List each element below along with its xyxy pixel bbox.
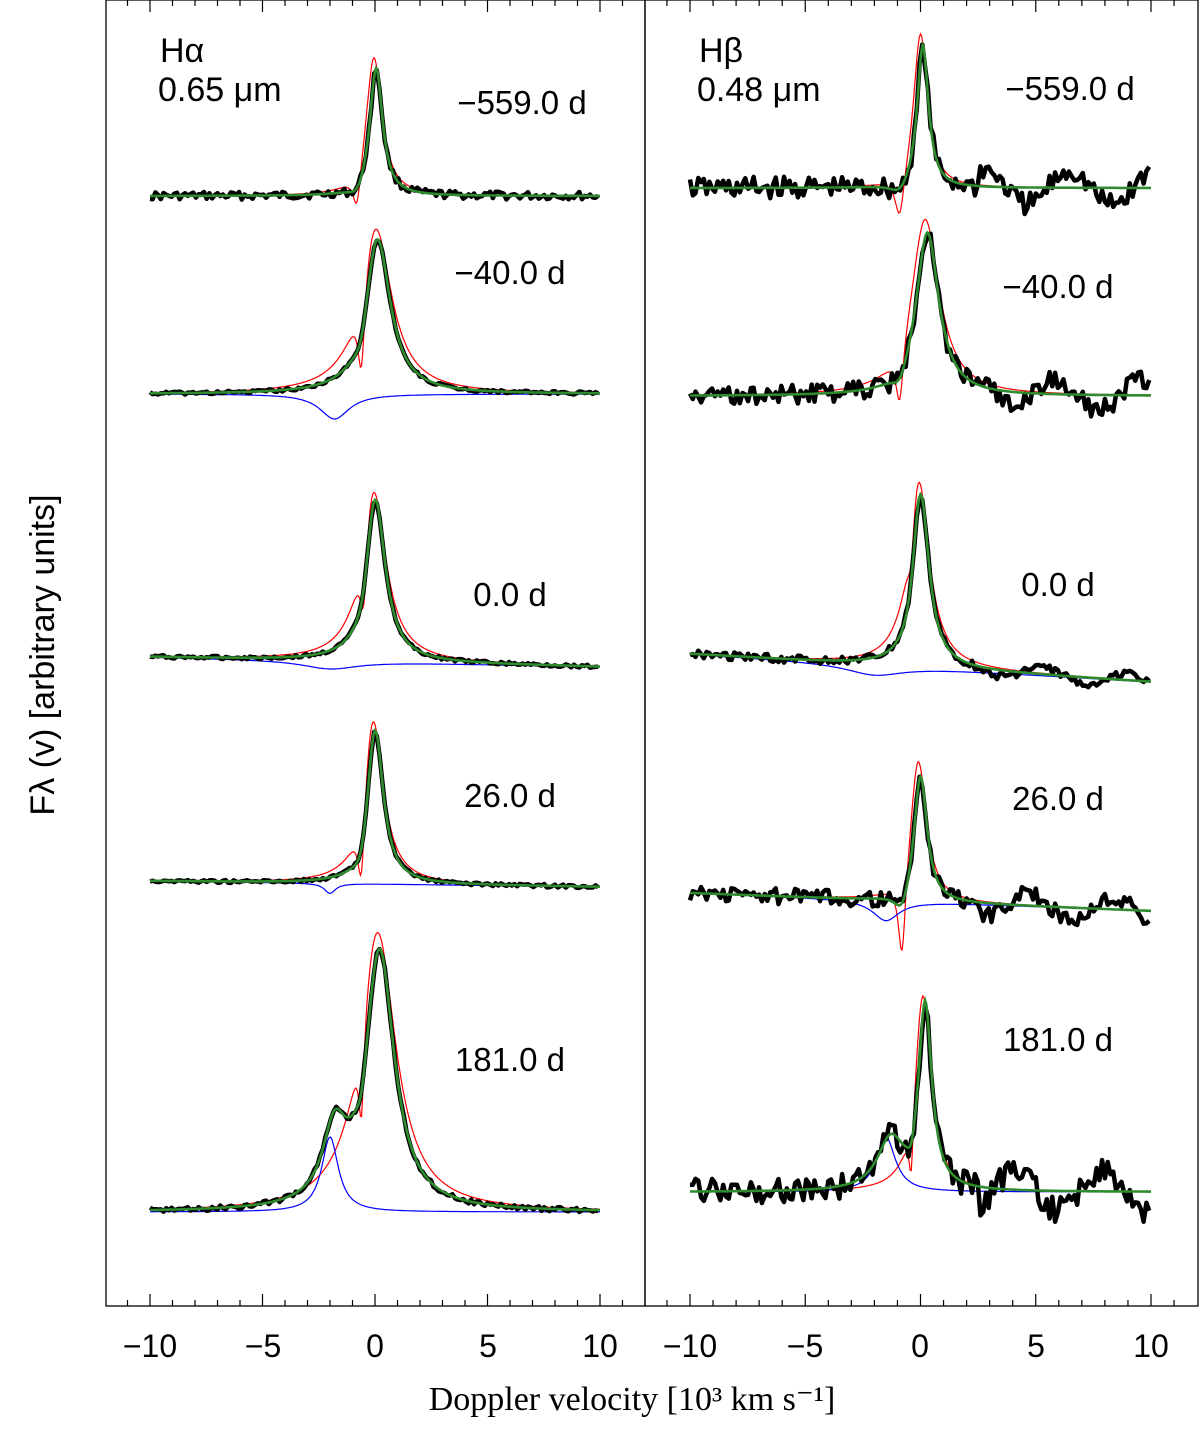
x-tick-label: 10	[1133, 1328, 1169, 1364]
y-axis-title: Fλ (v) [arbitrary units]	[24, 494, 62, 815]
panel-left-wavelength: 0.65 μm	[158, 71, 282, 109]
spectra	[148, 32, 1152, 1225]
epoch-label: 0.0 d	[473, 576, 546, 613]
epoch-label: 181.0 d	[455, 1041, 565, 1078]
x-tick-label: 5	[479, 1328, 497, 1364]
epoch-label: 181.0 d	[1003, 1021, 1113, 1058]
panel-right-line-name: Hβ	[699, 32, 743, 70]
x-tick-label: −10	[663, 1328, 717, 1364]
hbeta-epoch-3-fit	[690, 491, 1152, 683]
x-tick-label: 0	[366, 1328, 384, 1364]
halpha-epoch-2-fit	[150, 238, 600, 395]
halpha-epoch-1-fit	[150, 65, 600, 198]
panel-right-wavelength: 0.48 μm	[697, 71, 821, 109]
x-tick-label: 5	[1027, 1328, 1045, 1364]
epoch-label: −559.0 d	[457, 84, 586, 121]
hbeta-epoch-1-fit	[690, 40, 1151, 192]
epoch-label: 0.0 d	[1021, 566, 1094, 603]
hbeta-epoch-5-fit	[690, 996, 1151, 1193]
x-tick-label: −5	[245, 1328, 281, 1364]
halpha-epoch-4-fit	[150, 727, 600, 888]
halpha-epoch-5-fit	[150, 947, 600, 1212]
epoch-label: −40.0 d	[454, 254, 565, 291]
epoch-label: 26.0 d	[464, 777, 556, 814]
halpha-epoch-3-fit	[150, 498, 600, 668]
x-axis-title: Doppler velocity [10³ km s⁻¹]	[429, 1381, 836, 1418]
epoch-label: −40.0 d	[1002, 268, 1113, 305]
x-axis-ticks	[126, 0, 1175, 1306]
epoch-label: −559.0 d	[1005, 70, 1134, 107]
hbeta-epoch-2-fit	[690, 230, 1151, 397]
panel-frame-right	[644, 0, 1199, 1307]
epoch-label: 26.0 d	[1012, 780, 1104, 817]
x-tick-label: −5	[787, 1328, 823, 1364]
hbeta-epoch-4-fit	[690, 773, 1152, 913]
panel-left-line-name: Hα	[160, 32, 204, 70]
x-tick-label: −10	[123, 1328, 177, 1364]
x-tick-label: 0	[911, 1328, 929, 1364]
x-tick-label: 10	[582, 1328, 618, 1364]
